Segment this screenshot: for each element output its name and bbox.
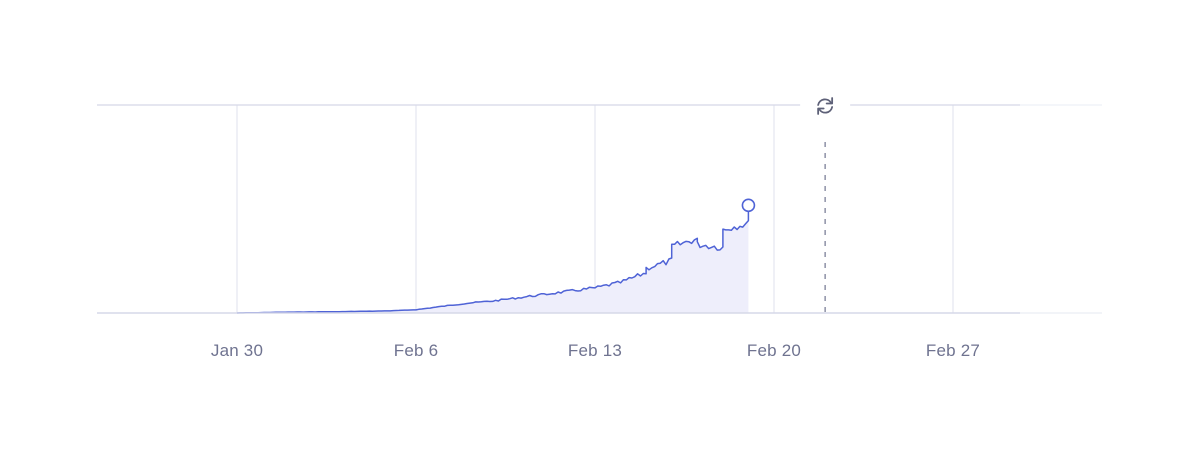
series-line [236, 208, 750, 314]
refresh-icon[interactable] [817, 97, 834, 115]
x-tick-label: Feb 13 [568, 341, 622, 360]
vertical-gridlines [236, 105, 954, 313]
x-tick-labels: Jan 30 Feb 6 Feb 13 Feb 20 Feb 27 [211, 341, 980, 360]
last-point-marker[interactable] [741, 198, 756, 213]
x-tick-label: Feb 20 [747, 341, 801, 360]
x-tick-label: Jan 30 [211, 341, 263, 360]
series-area [237, 208, 749, 313]
x-tick-label: Feb 6 [394, 341, 438, 360]
x-tick-label: Feb 27 [926, 341, 980, 360]
